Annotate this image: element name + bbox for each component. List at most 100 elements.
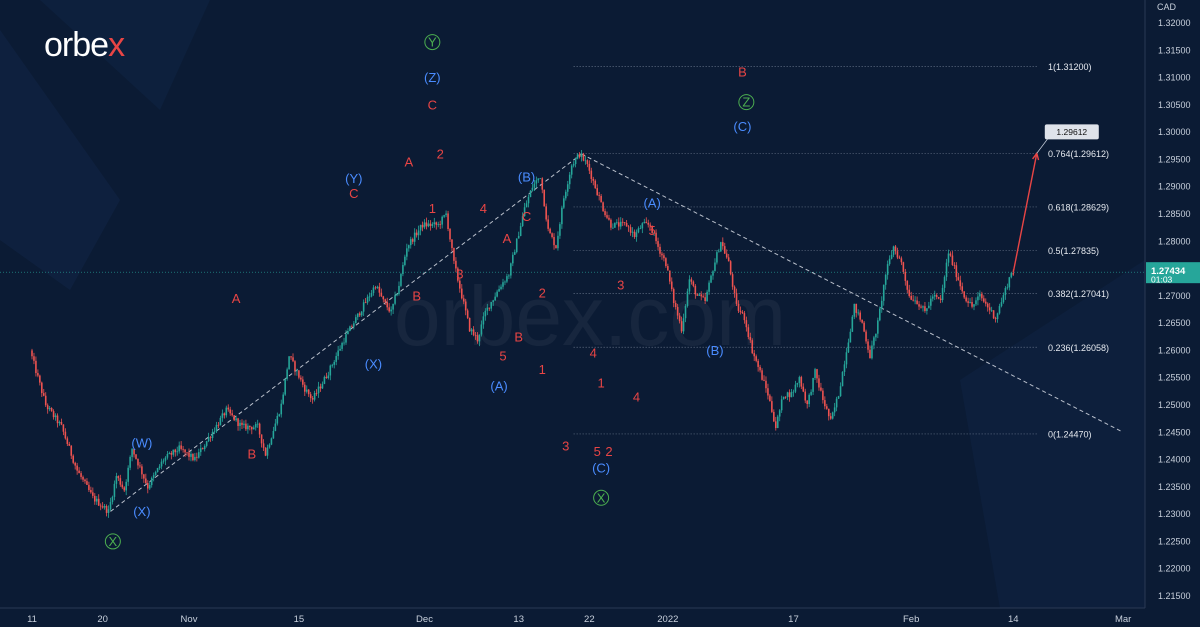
candle-body bbox=[370, 292, 373, 297]
candlesticks bbox=[0, 149, 1145, 518]
candle-body bbox=[113, 483, 116, 497]
wave-label: 3 bbox=[562, 438, 569, 453]
candle-body bbox=[182, 448, 184, 450]
orbex-logo: orbex bbox=[44, 26, 125, 64]
candle-body bbox=[239, 422, 241, 426]
wave-label: (X) bbox=[133, 504, 150, 519]
candle-body bbox=[576, 154, 579, 159]
wave-label: (Y) bbox=[345, 171, 362, 186]
candle-body bbox=[199, 448, 202, 453]
candle-body bbox=[368, 296, 371, 298]
candle-body bbox=[215, 424, 218, 432]
candle-body bbox=[254, 424, 257, 428]
candle-body bbox=[270, 438, 273, 445]
candle-body bbox=[788, 392, 791, 398]
candle-body bbox=[688, 279, 691, 292]
candle-body bbox=[657, 241, 659, 247]
candle-body bbox=[219, 417, 222, 426]
candle-body bbox=[873, 337, 875, 346]
candle-body bbox=[598, 195, 600, 196]
candle-body bbox=[727, 257, 730, 262]
candle-body bbox=[88, 484, 90, 491]
candle-body bbox=[655, 232, 657, 242]
candle-body bbox=[769, 395, 771, 402]
candle-body bbox=[356, 313, 359, 318]
candle-body bbox=[94, 495, 96, 502]
candle-body bbox=[464, 301, 467, 311]
candle-body bbox=[211, 431, 214, 439]
wave-label: 2 bbox=[605, 444, 612, 459]
candle-body bbox=[635, 232, 638, 237]
candle-body bbox=[869, 349, 871, 359]
wave-label: (B) bbox=[706, 343, 723, 358]
candle-body bbox=[1000, 302, 1003, 307]
candle-body bbox=[729, 261, 732, 275]
candle-body bbox=[184, 449, 186, 453]
wave-label: 2 bbox=[437, 146, 444, 161]
candle-body bbox=[46, 405, 49, 410]
candle-body bbox=[616, 222, 618, 224]
candle-body bbox=[953, 264, 956, 266]
candle-body bbox=[229, 409, 232, 414]
candle-body bbox=[198, 452, 200, 458]
candle-body bbox=[99, 505, 102, 507]
candle-body bbox=[841, 371, 844, 387]
candle-body bbox=[543, 189, 546, 207]
wave-label: (B) bbox=[518, 169, 535, 184]
candle-body bbox=[213, 431, 216, 433]
candle-body bbox=[439, 224, 441, 225]
time-axis[interactable]: 11 20 Nov 15 Dec 13 22 2022 17 Feb 14 Mar bbox=[0, 607, 1145, 625]
candle-body bbox=[610, 219, 612, 228]
candle-body bbox=[979, 293, 981, 297]
candle-body bbox=[498, 289, 500, 292]
candle-body bbox=[119, 478, 122, 485]
candle-body bbox=[612, 227, 614, 229]
candle-body bbox=[818, 378, 820, 388]
candle-body bbox=[694, 285, 697, 295]
candle-body bbox=[961, 286, 964, 292]
candle-body bbox=[325, 376, 328, 379]
candle-body bbox=[80, 473, 82, 477]
candle-body bbox=[741, 311, 744, 314]
candle-body bbox=[1008, 277, 1011, 288]
price-tick-label: 1.22000 bbox=[1158, 564, 1191, 574]
price-tick-label: 1.30000 bbox=[1158, 127, 1191, 137]
candle-body bbox=[847, 342, 850, 353]
wave-labels: X(W)(X)AB(Y)C(X)ABY(Z)C2134A(B)C25B(A)13… bbox=[104, 34, 755, 550]
candle-body bbox=[451, 239, 453, 249]
current-price-tag bbox=[1146, 262, 1200, 284]
candle-body bbox=[665, 258, 667, 267]
target-callout-line bbox=[1036, 137, 1050, 154]
candle-body bbox=[994, 318, 997, 320]
candle-body bbox=[531, 187, 534, 191]
candle-body bbox=[792, 391, 795, 393]
candle-body bbox=[188, 452, 190, 457]
candle-body bbox=[525, 203, 528, 208]
candle-body bbox=[260, 434, 263, 444]
candle-body bbox=[488, 307, 491, 309]
candle-body bbox=[164, 457, 167, 461]
candle-body bbox=[172, 449, 175, 455]
candle-body bbox=[553, 237, 555, 246]
candle-body bbox=[708, 282, 710, 292]
candle-body bbox=[725, 253, 728, 258]
candle-body bbox=[771, 401, 773, 412]
candle-body bbox=[582, 153, 585, 161]
candle-body bbox=[166, 454, 169, 458]
candle-body bbox=[82, 476, 84, 480]
candle-body bbox=[557, 235, 559, 249]
candle-body bbox=[910, 295, 912, 300]
candle-body bbox=[107, 509, 110, 513]
candle-body bbox=[84, 479, 86, 482]
candle-body bbox=[272, 430, 275, 439]
candle-body bbox=[580, 153, 583, 157]
price-axis[interactable]: 1.32000 1.31500 1.31000 1.30500 1.30000 1.295… bbox=[1144, 0, 1200, 608]
candle-body bbox=[931, 296, 934, 299]
candle-body bbox=[541, 178, 544, 190]
candle-body bbox=[137, 458, 139, 466]
candle-body bbox=[561, 207, 563, 225]
candle-body bbox=[264, 447, 267, 456]
candle-body bbox=[604, 211, 606, 216]
candle-body bbox=[319, 386, 322, 389]
